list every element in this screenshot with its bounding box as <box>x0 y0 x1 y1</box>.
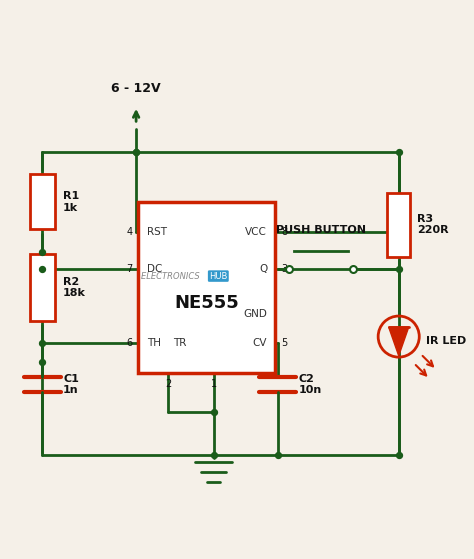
Text: 4: 4 <box>127 226 133 236</box>
Text: 8: 8 <box>281 226 287 236</box>
Text: TH: TH <box>146 338 161 348</box>
Text: C1
1n: C1 1n <box>63 374 79 395</box>
Bar <box>30 254 55 321</box>
Text: CV: CV <box>253 338 267 348</box>
Text: R1
1k: R1 1k <box>63 191 79 212</box>
Text: DC: DC <box>146 264 162 274</box>
Text: Q: Q <box>259 264 267 274</box>
Text: 6 - 12V: 6 - 12V <box>111 82 161 94</box>
Text: 1: 1 <box>210 378 217 389</box>
Text: 6: 6 <box>127 338 133 348</box>
Bar <box>387 193 410 257</box>
Text: GND: GND <box>243 309 267 319</box>
Text: HUB: HUB <box>209 272 228 281</box>
Bar <box>138 202 275 373</box>
Text: R2
18k: R2 18k <box>63 277 86 299</box>
Text: C2
10n: C2 10n <box>298 374 321 395</box>
Text: IR LED: IR LED <box>426 336 466 346</box>
Text: 2: 2 <box>165 378 171 389</box>
Text: RST: RST <box>146 226 167 236</box>
Text: 3: 3 <box>281 264 287 274</box>
Text: NE555: NE555 <box>174 295 239 312</box>
Bar <box>30 174 55 229</box>
Text: VCC: VCC <box>246 226 267 236</box>
Text: R3
220R: R3 220R <box>417 214 448 235</box>
Text: TR: TR <box>173 338 186 348</box>
Polygon shape <box>389 327 409 356</box>
Text: 5: 5 <box>281 338 287 348</box>
Text: ELECTRONICS: ELECTRONICS <box>141 272 202 281</box>
Text: 7: 7 <box>127 264 133 274</box>
Text: PUSH BUTTON: PUSH BUTTON <box>276 225 366 235</box>
